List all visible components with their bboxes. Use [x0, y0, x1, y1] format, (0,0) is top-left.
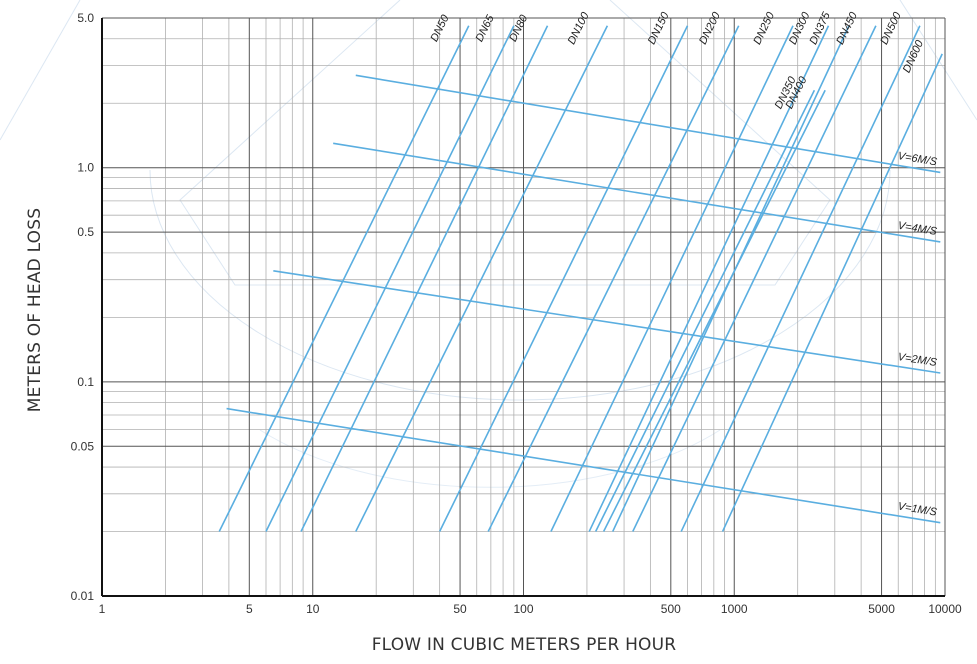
x-tick-label: 10000 — [928, 602, 962, 616]
velocity-line-v-2m-s — [273, 270, 941, 374]
series-label-dn250: DN250 — [751, 10, 777, 47]
y-axis-title: METERS OF HEAD LOSS — [25, 208, 45, 412]
series-line-dn200 — [487, 25, 740, 532]
y-tick-label: 5.0 — [77, 11, 94, 25]
series-line-dn600 — [721, 53, 943, 532]
minor-grid — [102, 18, 945, 596]
velocity-label-v-2m-s: V=2M/S — [897, 351, 938, 369]
series-line-dn80 — [300, 25, 549, 532]
series-line-dn350 — [594, 89, 816, 532]
series-line-dn300 — [588, 25, 830, 532]
x-tick-label: 1 — [99, 602, 106, 616]
x-tick-label: 5 — [246, 602, 253, 616]
y-tick-label: 1.0 — [77, 161, 94, 175]
y-tick-label: 0.5 — [77, 225, 94, 239]
series-line-dn250 — [550, 25, 794, 532]
y-tick-label: 0.1 — [77, 375, 94, 389]
background-watermark — [0, 0, 977, 488]
series-line-dn50 — [218, 25, 470, 532]
series-label-dn200: DN200 — [697, 10, 723, 47]
velocity-line-v-4m-s — [333, 142, 941, 243]
series-line-dn100 — [355, 25, 609, 532]
series-line-dn150 — [438, 25, 689, 532]
series-label-dn100: DN100 — [566, 10, 592, 47]
series-line-dn375 — [611, 25, 850, 532]
velocity-line-v-1m-s — [226, 407, 941, 524]
axes — [101, 18, 945, 597]
x-tick-label: 5000 — [868, 602, 895, 616]
x-tick-label: 100 — [513, 602, 533, 616]
x-axis-title: FLOW IN CUBIC METERS PER HOUR — [372, 635, 677, 655]
series-line-dn500 — [680, 25, 921, 532]
series-label-dn150: DN150 — [646, 10, 672, 47]
velocity-line-v-6m-s — [355, 74, 941, 174]
series-label-dn500: DN500 — [878, 10, 904, 47]
x-tick-label: 500 — [661, 602, 681, 616]
series-label-dn450: DN450 — [834, 10, 860, 47]
y-tick-label: 0.01 — [71, 589, 95, 603]
x-tick-label: 1000 — [721, 602, 748, 616]
x-tick-label: 50 — [453, 602, 467, 616]
tick-labels: 1 5 10 50 100 500 1000 5000 10000 0.01 0.05 0.1 0.5 1… — [71, 11, 962, 616]
series-line-dn65 — [265, 25, 515, 532]
y-tick-label: 0.05 — [71, 439, 95, 453]
x-tick-label: 10 — [306, 602, 320, 616]
series-layer: DN50 DN65 DN80 DN100 DN150 DN200 DN250 DN300DN3… — [218, 10, 943, 532]
major-grid — [102, 17, 946, 596]
series-line-dn400 — [602, 89, 826, 532]
series-line-dn450 — [632, 25, 877, 532]
